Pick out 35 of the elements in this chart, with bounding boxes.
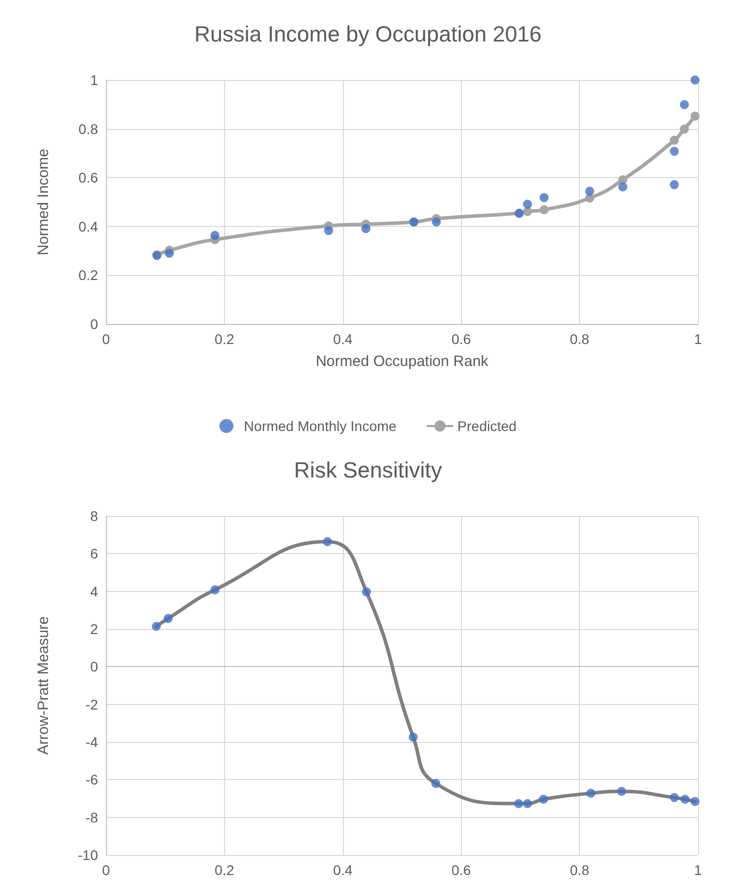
y-tick-label: -4 [86,734,98,750]
y-tick-label: -8 [86,809,98,826]
x-tick-label: 0.6 [451,862,472,878]
y-tick-label: 8 [90,508,98,524]
x-axis-title: Normed Occupation Rank [316,353,489,370]
y-tick-label: -6 [86,772,98,788]
y-tick-label: 4 [90,583,98,600]
x-tick-label: 1 [694,862,702,878]
x-tick-label: 0.2 [214,862,234,878]
x-tick-label: 0.6 [451,331,472,347]
y-tick-label: 0.8 [78,120,98,137]
y-axis-title: Arrow-Pratt Measure [35,616,52,755]
legend-label: Predicted [457,418,517,434]
y-tick-label: 2 [90,621,98,637]
chart-title: Risk Sensitivity [294,458,442,482]
x-tick-label: 0.4 [333,331,353,347]
x-tick-label: 0.4 [333,862,353,878]
x-tick-label: 0.2 [214,331,234,347]
y-tick-label: -10 [78,847,98,863]
y-tick-label: -2 [86,696,98,712]
chart-title: Russia Income by Occupation 2016 [194,22,542,46]
x-tick-label: 0 [102,331,110,347]
y-tick-label: 0 [90,316,98,332]
y-tick-label: 0.4 [78,218,98,234]
y-axis-title: Normed Income [35,148,52,256]
x-tick-label: 0 [102,862,110,878]
x-tick-label: 1 [694,331,702,347]
y-tick-label: 0.6 [78,170,98,186]
y-tick-label: 0.2 [78,267,98,284]
y-tick-label: 6 [90,546,98,562]
x-tick-label: 0.8 [570,331,590,347]
y-tick-label: 1 [90,72,98,88]
y-tick-label: 0 [90,658,98,675]
x-tick-label: 0.8 [570,862,590,878]
legend-label: Normed Monthly Income [244,418,397,434]
